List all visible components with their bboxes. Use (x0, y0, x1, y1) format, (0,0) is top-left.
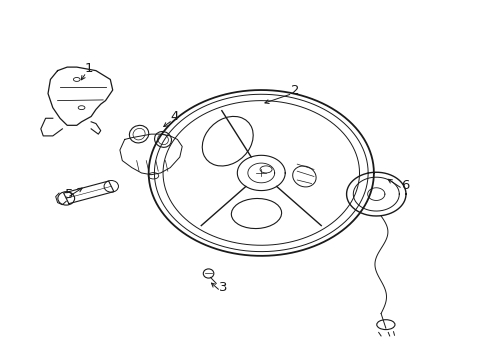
Text: 6: 6 (400, 179, 408, 192)
Text: 3: 3 (218, 281, 227, 294)
Text: 2: 2 (290, 84, 299, 96)
Text: 4: 4 (170, 110, 179, 123)
Text: 1: 1 (84, 62, 93, 75)
Text: 5: 5 (65, 188, 74, 201)
